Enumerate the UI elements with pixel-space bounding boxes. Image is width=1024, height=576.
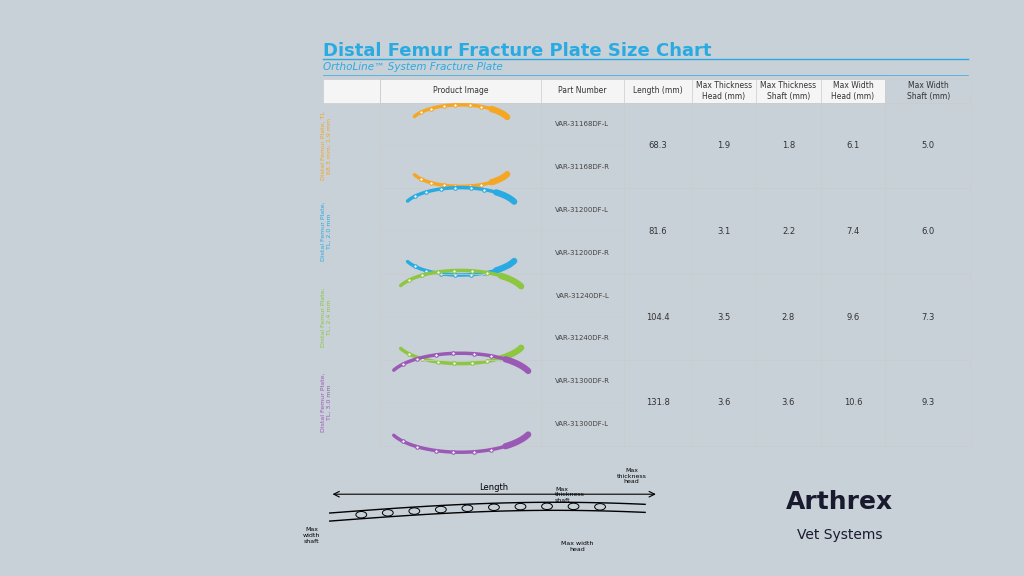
Text: 7.4: 7.4: [847, 227, 859, 236]
Text: Max
width
shaft: Max width shaft: [303, 527, 321, 544]
Text: Distal Femur Plate,
TL, 3.0 mm: Distal Femur Plate, TL, 3.0 mm: [321, 373, 332, 433]
Text: 81.6: 81.6: [648, 227, 667, 236]
Text: VAR-31200DF-R: VAR-31200DF-R: [555, 250, 610, 256]
Text: Distal Femur Plate, TL
68.3 mm, 1.9 mm: Distal Femur Plate, TL 68.3 mm, 1.9 mm: [321, 111, 332, 180]
Text: Part Number: Part Number: [558, 86, 606, 96]
Text: 104.4: 104.4: [646, 313, 670, 321]
Text: VAR-31200DF-L: VAR-31200DF-L: [555, 207, 609, 213]
Text: 68.3: 68.3: [648, 141, 667, 150]
Text: OrthoLine™ System Fracture Plate: OrthoLine™ System Fracture Plate: [323, 62, 503, 73]
Text: Vet Systems: Vet Systems: [797, 528, 883, 541]
Text: Max width
head: Max width head: [561, 541, 594, 552]
Text: 1.9: 1.9: [718, 141, 730, 150]
Text: Arthrex: Arthrex: [786, 490, 893, 514]
Text: Product Image: Product Image: [433, 86, 488, 96]
Text: 5.0: 5.0: [922, 141, 935, 150]
Text: VAR-31240DF-R: VAR-31240DF-R: [555, 335, 609, 342]
Text: Distal Femur Fracture Plate Size Chart: Distal Femur Fracture Plate Size Chart: [323, 42, 711, 60]
Text: Length: Length: [479, 483, 509, 492]
Text: VAR-31168DF-R: VAR-31168DF-R: [555, 164, 610, 170]
Text: Max Thickness
Shaft (mm): Max Thickness Shaft (mm): [761, 81, 816, 101]
Text: 1.8: 1.8: [782, 141, 795, 150]
Text: 2.2: 2.2: [782, 227, 795, 236]
Text: Length (mm): Length (mm): [633, 86, 682, 96]
Text: 131.8: 131.8: [646, 398, 670, 407]
Text: Max
thickness
head: Max thickness head: [616, 468, 646, 484]
Text: VAR-31168DF-L: VAR-31168DF-L: [555, 121, 609, 127]
Text: VAR-31240DF-L: VAR-31240DF-L: [555, 293, 609, 298]
Text: 3.6: 3.6: [781, 398, 796, 407]
Text: 7.3: 7.3: [922, 313, 935, 321]
Text: 2.8: 2.8: [782, 313, 795, 321]
Text: Max Thickness
Head (mm): Max Thickness Head (mm): [696, 81, 752, 101]
Text: Max Width
Head (mm): Max Width Head (mm): [831, 81, 874, 101]
Text: 9.3: 9.3: [922, 398, 935, 407]
Text: 3.5: 3.5: [718, 313, 730, 321]
Text: 10.6: 10.6: [844, 398, 862, 407]
Text: 3.6: 3.6: [717, 398, 731, 407]
Bar: [323, 79, 885, 103]
Text: Max
thickness
shaft: Max thickness shaft: [555, 487, 585, 503]
Text: VAR-31300DF-R: VAR-31300DF-R: [555, 378, 610, 384]
Text: Distal Femur Plate,
TL, 2.0 mm: Distal Femur Plate, TL, 2.0 mm: [321, 202, 332, 261]
Text: 3.1: 3.1: [718, 227, 730, 236]
Text: 6.1: 6.1: [847, 141, 859, 150]
Text: 9.6: 9.6: [847, 313, 859, 321]
Text: 6.0: 6.0: [922, 227, 935, 236]
Text: Max Width
Shaft (mm): Max Width Shaft (mm): [906, 81, 950, 101]
Text: Distal Femur Plate,
TL, 2.4 mm: Distal Femur Plate, TL, 2.4 mm: [321, 287, 332, 347]
Text: VAR-31300DF-L: VAR-31300DF-L: [555, 421, 609, 427]
